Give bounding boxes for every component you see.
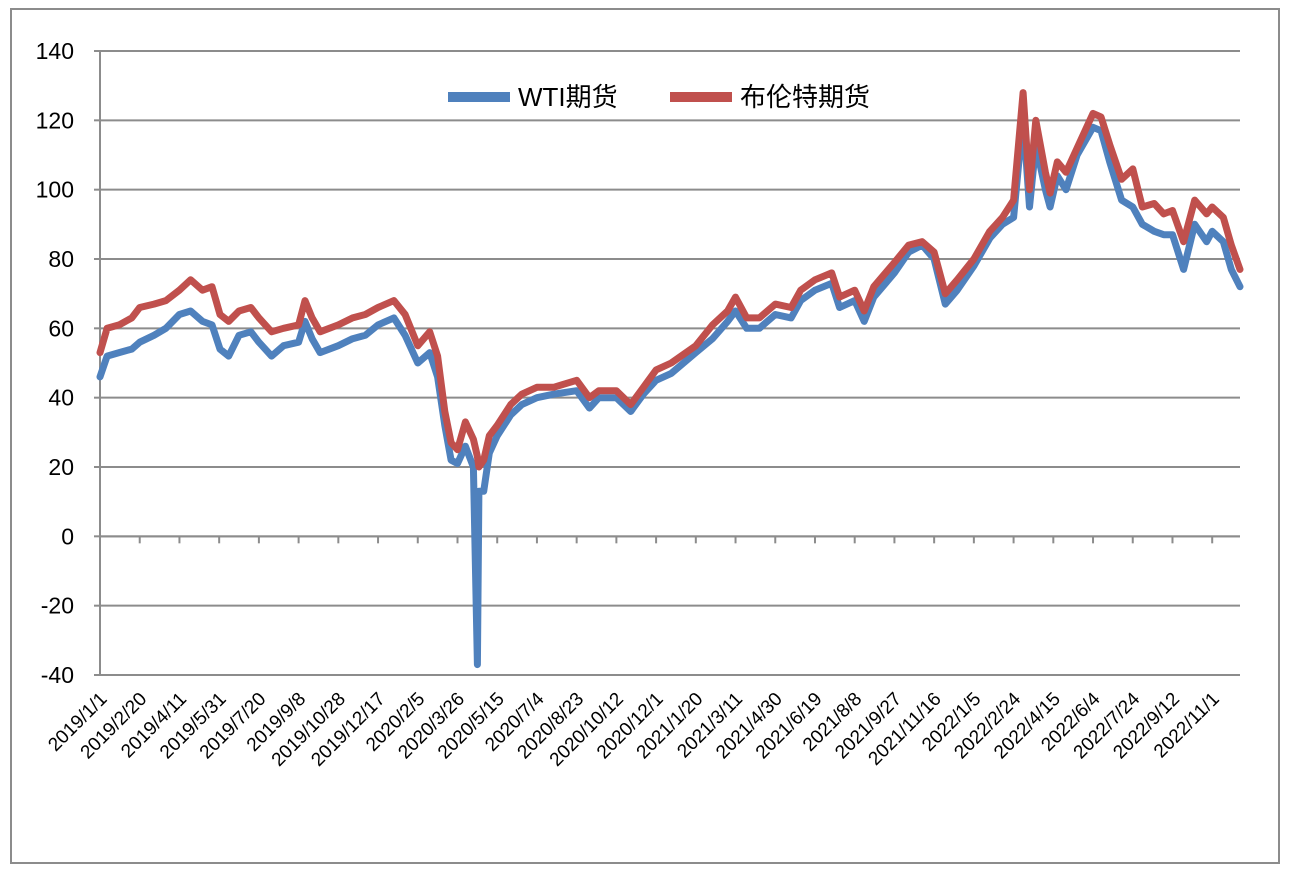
y-tick-label: -40	[41, 662, 74, 688]
y-tick-labels: -40 -20 0 20 40 60 80 100 120 140	[36, 38, 74, 688]
x-tick-labels: 2019/1/12019/2/202019/4/112019/5/312019/…	[44, 688, 1223, 770]
y-tick-label: 0	[61, 523, 74, 549]
chart-frame	[10, 8, 1280, 864]
y-tick-label: 120	[36, 107, 74, 133]
y-tick-label: 100	[36, 177, 74, 203]
series-line-brent	[96, 89, 1244, 471]
gridlines	[100, 50, 1240, 676]
axes	[94, 50, 1240, 676]
series-line-wti	[96, 113, 1244, 669]
legend-label: WTI期货	[518, 82, 618, 112]
legend: WTI期货 布伦特期货	[448, 82, 870, 112]
legend-label: 布伦特期货	[740, 82, 870, 112]
y-tick-label: 20	[48, 454, 74, 480]
series-lines	[96, 89, 1244, 669]
y-tick-label: 140	[36, 38, 74, 64]
y-tick-label: -20	[41, 593, 74, 619]
y-tick-label: 40	[48, 385, 74, 411]
y-tick-label: 80	[48, 246, 74, 272]
y-tick-label: 60	[48, 315, 74, 341]
